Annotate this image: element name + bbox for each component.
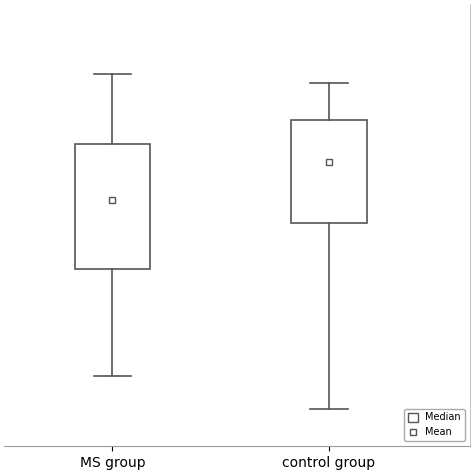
PathPatch shape	[74, 144, 150, 269]
Legend: Median, Mean: Median, Mean	[404, 409, 465, 441]
PathPatch shape	[291, 120, 367, 223]
